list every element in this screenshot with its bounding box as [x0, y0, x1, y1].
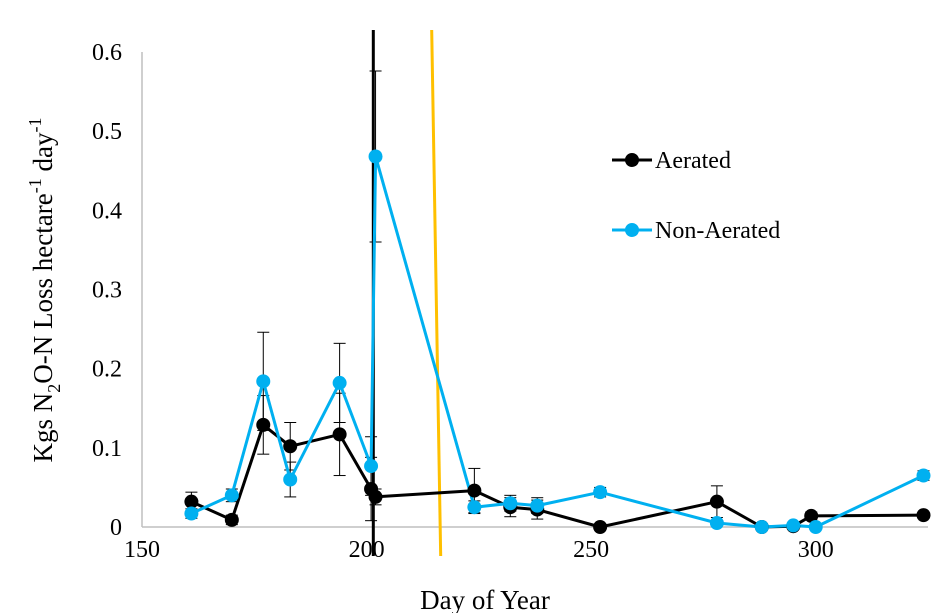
- data-point-non-aerated: [786, 518, 801, 533]
- y-axis-title-sub: 2: [44, 384, 64, 393]
- y-axis-title-part2: O-N Loss hectare: [28, 193, 58, 383]
- data-point-aerated: [256, 417, 271, 432]
- data-point-non-aerated: [283, 472, 298, 487]
- data-point-aerated: [467, 483, 482, 498]
- x-tick-label: 200: [349, 537, 385, 563]
- legend-label-non-aerated: Non-Aerated: [655, 218, 780, 244]
- data-point-aerated: [332, 427, 347, 442]
- y-tick-labels: 0 0.1 0.2 0.3 0.4 0.5 0.6: [92, 40, 122, 541]
- data-point-non-aerated: [709, 516, 724, 531]
- data-point-aerated: [224, 512, 239, 527]
- y-tick-label: 0.1: [92, 436, 122, 462]
- error-bars: [185, 70, 930, 528]
- data-point-aerated: [368, 489, 383, 504]
- data-point-non-aerated: [368, 149, 383, 164]
- y-axis-title: Kgs N2O-N Loss hectare-1 day-1: [25, 118, 64, 463]
- data-point-non-aerated: [184, 506, 199, 521]
- series-points: [184, 149, 931, 534]
- data-point-non-aerated: [916, 468, 931, 483]
- legend-swatch-non-aerated-marker: [625, 223, 639, 237]
- y-tick-label: 0: [110, 515, 122, 541]
- x-tick-label: 300: [798, 537, 834, 563]
- data-point-non-aerated: [467, 500, 482, 515]
- y-tick-label: 0.6: [92, 40, 122, 66]
- legend-item-aerated: Aerated: [612, 148, 731, 174]
- data-point-aerated: [184, 494, 199, 509]
- x-tick-label: 150: [124, 537, 160, 563]
- data-point-non-aerated: [224, 488, 239, 503]
- data-point-aerated: [709, 494, 724, 509]
- data-point-non-aerated: [256, 374, 271, 389]
- legend-swatch-aerated-marker: [625, 153, 639, 167]
- y-axis-title-part3: day: [28, 132, 58, 178]
- data-point-aerated: [283, 439, 298, 454]
- data-point-non-aerated: [530, 498, 545, 513]
- reference-lines: [371, 29, 443, 557]
- x-axis-title: Day of Year: [420, 585, 550, 613]
- data-point-non-aerated: [754, 520, 769, 534]
- series-line-non-aerated: [190, 155, 925, 529]
- data-point-non-aerated: [332, 375, 347, 390]
- data-point-non-aerated: [364, 459, 379, 474]
- series-lines: [190, 155, 925, 529]
- data-point-non-aerated: [593, 485, 608, 500]
- x-tick-label: 250: [573, 537, 609, 563]
- reference-line-orange: [430, 29, 443, 557]
- legend-label-aerated: Aerated: [655, 148, 731, 174]
- data-point-aerated: [916, 508, 931, 523]
- y-tick-label: 0.3: [92, 278, 122, 304]
- y-axis-title-sup1: -1: [25, 178, 45, 193]
- y-axis-title-part1: Kgs N: [28, 393, 58, 463]
- y-axis-title-sup2: -1: [25, 118, 45, 133]
- y-tick-label: 0.4: [92, 198, 122, 224]
- legend: Aerated Non-Aerated: [612, 148, 780, 244]
- data-point-aerated: [593, 520, 608, 534]
- data-point-non-aerated: [808, 520, 823, 534]
- axes: [141, 52, 928, 528]
- y-tick-label: 0.2: [92, 357, 122, 383]
- data-point-non-aerated: [503, 496, 518, 511]
- y-tick-label: 0.5: [92, 119, 122, 145]
- data-point-aerated: [804, 508, 819, 523]
- x-tick-labels: 150 200 250 300: [124, 537, 834, 563]
- legend-item-non-aerated: Non-Aerated: [612, 218, 780, 244]
